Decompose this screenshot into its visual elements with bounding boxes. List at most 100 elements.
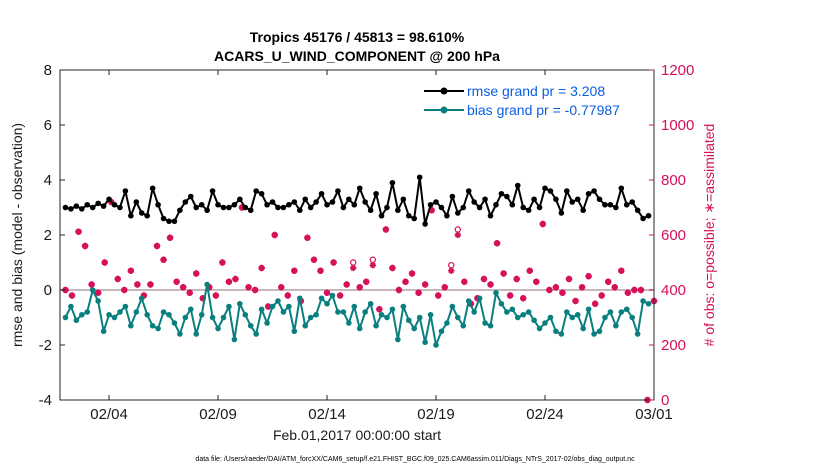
rmse-point	[416, 174, 423, 181]
obs-assimilated-stroke	[553, 284, 559, 291]
obs-assimilated-stroke	[271, 232, 278, 238]
y-axis-left-label: rmse and bias (model - observation)	[9, 123, 25, 347]
rmse-point	[133, 199, 140, 205]
bias-point	[389, 306, 396, 313]
rmse-point	[525, 207, 532, 214]
rmse-point	[149, 185, 156, 192]
rmse-point	[182, 199, 189, 205]
obs-assimilated-point	[127, 267, 135, 274]
bias-point	[106, 311, 112, 318]
legend: rmse grand pr = 3.208 bias grand pr = -0…	[418, 76, 650, 120]
obs-assimilated-point	[68, 292, 76, 299]
bias-point	[286, 303, 292, 310]
obs-assimilated-point	[251, 286, 259, 294]
obs-assimilated-point	[565, 275, 573, 283]
y-right-tick-label: 200	[661, 337, 686, 354]
obs-assimilated-stroke	[245, 284, 252, 291]
bias-point	[231, 336, 238, 343]
obs-assimilated-stroke	[82, 243, 88, 249]
bias-point	[318, 295, 325, 302]
bias-point	[264, 320, 270, 326]
rmse-point	[460, 204, 467, 211]
obs-assimilated-stroke	[226, 278, 232, 285]
bias-point	[78, 311, 85, 318]
rmse-point	[346, 196, 352, 203]
obs-assimilated-stroke	[546, 287, 553, 293]
rmse-point	[264, 201, 270, 208]
bias-point	[95, 298, 101, 304]
obs-assimilated-stroke	[128, 267, 134, 274]
obs-assimilated-stroke	[455, 232, 461, 238]
obs-assimilated-point	[349, 264, 357, 272]
rmse-point	[427, 201, 434, 208]
obs-assimilated-stroke	[291, 267, 298, 274]
obs-assimilated-point	[291, 267, 298, 274]
obs-assimilated-stroke	[252, 287, 258, 293]
obs-assimilated-point	[389, 264, 396, 272]
bias-point	[280, 309, 287, 315]
bias-point	[553, 328, 559, 335]
bias-point	[471, 309, 477, 315]
rmse-point	[242, 204, 249, 211]
obs-assimilated-stroke	[396, 287, 402, 293]
rmse-point	[547, 188, 554, 194]
bias-point	[313, 311, 319, 318]
bias-point	[177, 331, 183, 337]
obs-assimilated-stroke	[121, 287, 128, 293]
rmse-point	[580, 207, 586, 214]
obs-assimilated-point	[461, 278, 468, 285]
obs-assimilated-point	[271, 231, 278, 239]
obs-assimilated-point	[245, 284, 252, 291]
rmse-point	[187, 193, 194, 200]
rmse-point	[160, 215, 167, 222]
bias-point	[362, 309, 368, 315]
y-left-tick-label: 6	[44, 117, 52, 134]
obs-assimilated-stroke	[592, 300, 598, 307]
bias-point	[247, 322, 254, 329]
obs-assimilated-stroke	[625, 289, 631, 296]
rmse-point	[553, 196, 559, 203]
obs-assimilated-stroke	[435, 292, 442, 299]
bias-point	[215, 325, 221, 332]
x-tick-label: 02/19	[417, 406, 455, 423]
bias-point	[324, 300, 330, 307]
obs-assimilated-stroke	[193, 270, 200, 277]
bias-point	[416, 314, 423, 321]
bias-point	[111, 314, 118, 321]
bias-point	[476, 295, 483, 302]
bias-point	[504, 309, 510, 315]
bias-point	[422, 339, 428, 346]
bias-point	[171, 320, 178, 326]
obs-assimilated-stroke	[134, 281, 141, 288]
rmse-point	[100, 203, 107, 209]
bias-point	[237, 300, 243, 307]
bias-point	[596, 328, 603, 335]
rmse-point	[400, 196, 407, 203]
legend-box	[418, 76, 650, 120]
obs-assimilated-point	[408, 270, 416, 277]
rmse-point	[574, 196, 581, 203]
bias-point	[564, 309, 570, 315]
bias-point	[427, 311, 434, 318]
obs-assimilated-point	[434, 292, 442, 299]
bias-point	[591, 331, 597, 337]
rmse-point	[231, 201, 238, 208]
obs-assimilated-point	[591, 300, 599, 307]
bias-point	[89, 287, 96, 293]
bias-point	[128, 322, 134, 329]
rmse-point	[411, 215, 418, 222]
bias-point	[623, 306, 630, 313]
bias-point	[68, 303, 74, 310]
obs-assimilated-point	[356, 284, 363, 291]
rmse-point	[329, 199, 336, 205]
rmse-point	[204, 207, 210, 214]
y-left-tick-label: 8	[44, 62, 52, 79]
obs-assimilated-stroke	[363, 278, 370, 285]
rmse-point	[198, 201, 205, 208]
rmse-series	[62, 174, 652, 227]
obs-assimilated-point	[160, 256, 167, 263]
obs-assimilated-point	[284, 292, 291, 299]
obs-assimilated-point	[173, 278, 180, 285]
obs-assimilated-point	[153, 242, 161, 250]
obs-assimilated-stroke	[160, 256, 167, 263]
